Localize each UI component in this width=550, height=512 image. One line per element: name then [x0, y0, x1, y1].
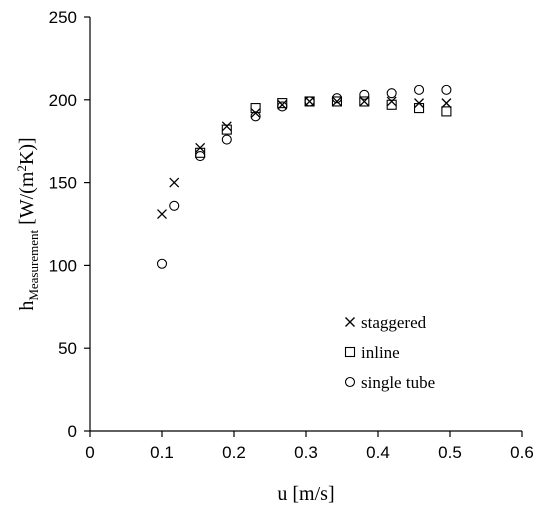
- data-point-single-tube: [221, 134, 232, 145]
- x-tick-label: 0: [85, 443, 94, 462]
- data-point-single-tube: [156, 258, 168, 269]
- data-point-single-tube: [195, 151, 206, 162]
- y-tick-label: 250: [49, 8, 77, 27]
- x-tick-label: 0.3: [294, 443, 318, 462]
- y-axis-title-subscript: Measurement: [26, 230, 41, 301]
- data-point-inline: [250, 103, 261, 114]
- legend-marker-inline: [344, 346, 356, 358]
- legend-marker-staggered: [345, 317, 355, 327]
- data-point-single-tube: [169, 200, 180, 211]
- data-point-single-tube: [413, 84, 425, 95]
- x-tick-label: 0.1: [150, 443, 174, 462]
- data-point-single-tube: [277, 101, 288, 112]
- data-point-single-tube: [331, 93, 343, 104]
- data-point-single-tube: [304, 96, 315, 107]
- y-tick-label: 50: [58, 339, 77, 358]
- plot-area: 0 0.1 0.2 0.3 0.4 0.5 0.6 0 50 100 150 200 250: [49, 8, 534, 462]
- data-point-staggered: [441, 98, 452, 109]
- data-point-staggered: [221, 121, 232, 132]
- x-tick-label: 0.5: [438, 443, 462, 462]
- x-axis-title: u [m/s]: [277, 483, 334, 505]
- legend: staggered inline single tube: [344, 313, 435, 392]
- data-point-single-tube: [250, 111, 261, 122]
- legend-label: inline: [361, 343, 400, 362]
- data-point-staggered: [169, 177, 180, 188]
- y-tick-label: 150: [49, 174, 77, 193]
- y-axis-title-unit-sup: 2: [14, 165, 29, 172]
- x-tick-label: 0.2: [222, 443, 246, 462]
- y-tick-label: 200: [49, 91, 77, 110]
- data-point-inline: [359, 96, 370, 107]
- y-tick-label: 0: [68, 422, 77, 441]
- data-point-single-tube: [441, 84, 452, 95]
- data-point-staggered: [157, 209, 167, 220]
- data-point-staggered: [386, 96, 397, 107]
- data-point-single-tube: [359, 89, 370, 100]
- data-point-inline: [221, 124, 232, 135]
- data-point-inline: [331, 96, 343, 107]
- y-axis-title-unit-post: K)]: [16, 137, 38, 165]
- data-markers: [156, 84, 452, 269]
- y-tick-label: 100: [49, 256, 77, 275]
- data-point-inline: [195, 147, 206, 158]
- data-point-inline: [277, 98, 288, 109]
- legend-label: staggered: [361, 313, 427, 332]
- x-tick-label: 0.6: [510, 443, 534, 462]
- data-point-staggered: [332, 96, 342, 107]
- x-tick-label: 0.4: [366, 443, 390, 462]
- y-axis-ticks: 0 50 100 150 200 250: [49, 8, 90, 441]
- y-axis-title-main: h: [16, 301, 38, 311]
- data-point-inline: [441, 106, 452, 117]
- data-point-single-tube: [386, 88, 397, 99]
- data-point-inline: [413, 103, 425, 114]
- y-axis-title: hMeasurement [W/(m2K)]: [14, 137, 41, 310]
- x-axis-ticks: 0 0.1 0.2 0.3 0.4 0.5 0.6: [85, 431, 534, 462]
- legend-label: single tube: [361, 373, 435, 392]
- data-point-inline: [386, 99, 397, 110]
- y-axis-title-unit-pre: [W/(m: [16, 171, 38, 225]
- legend-marker-single-tube: [344, 376, 356, 388]
